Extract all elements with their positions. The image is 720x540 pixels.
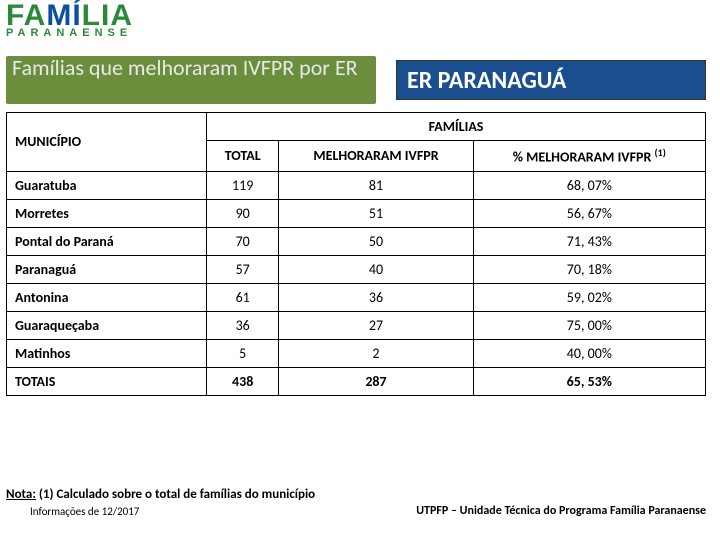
cell-mun: Guaratuba: [7, 171, 207, 199]
slide-title: Famílias que melhoraram IVFPR por ER: [6, 56, 376, 104]
cell-mel: 27: [279, 311, 473, 339]
footer-info: Informações de 12/2017: [30, 505, 139, 518]
cell-mel-total: 287: [279, 367, 473, 395]
cell-total: 90: [207, 199, 279, 227]
table-row: Pontal do Paraná705071, 43%: [7, 227, 706, 255]
cell-mun: Antonina: [7, 283, 207, 311]
th-pct: % MELHORARAM IVFPR (1): [473, 141, 705, 172]
table-row: Antonina613659, 02%: [7, 283, 706, 311]
footer-note-text: (1) Calculado sobre o total de famílias …: [36, 487, 315, 502]
cell-mel: 50: [279, 227, 473, 255]
table-row: Guaratuba1198168, 07%: [7, 171, 706, 199]
cell-total-total: 438: [207, 367, 279, 395]
cell-mel: 51: [279, 199, 473, 227]
cell-total: 5: [207, 339, 279, 367]
th-pct-text: % MELHORARAM IVFPR: [513, 149, 655, 166]
th-municipio: MUNICÍPIO: [7, 113, 207, 172]
cell-total: 70: [207, 227, 279, 255]
region-label: ER PARANAGUÁ: [396, 60, 706, 100]
cell-total: 57: [207, 255, 279, 283]
cell-pct: 56, 67%: [473, 199, 705, 227]
cell-total: 119: [207, 171, 279, 199]
table-row-totals: TOTAIS43828765, 53%: [7, 367, 706, 395]
footer-note: Nota: (1) Calculado sobre o total de fam…: [6, 487, 315, 502]
families-table: MUNICÍPIO FAMÍLIAS TOTAL MELHORARAM IVFP…: [6, 112, 706, 396]
table-row: Paranaguá574070, 18%: [7, 255, 706, 283]
th-total: TOTAL: [207, 141, 279, 172]
cell-mel: 36: [279, 283, 473, 311]
cell-pct: 68, 07%: [473, 171, 705, 199]
cell-pct: 70, 18%: [473, 255, 705, 283]
th-familias: FAMÍLIAS: [207, 113, 706, 141]
cell-mun: Guaraqueçaba: [7, 311, 207, 339]
logo: FAMÍLIA PARANAENSE: [6, 2, 206, 39]
logo-line2: PARANAENSE: [6, 27, 206, 39]
th-pct-sup: (1): [655, 146, 666, 159]
table-row: Matinhos5240, 00%: [7, 339, 706, 367]
cell-mun: Morretes: [7, 199, 207, 227]
cell-total: 36: [207, 311, 279, 339]
th-melhoraram: MELHORARAM IVFPR: [279, 141, 473, 172]
cell-pct: 71, 43%: [473, 227, 705, 255]
footer-note-label: Nota:: [6, 487, 36, 502]
table-row: Guaraqueçaba362775, 00%: [7, 311, 706, 339]
cell-mel: 40: [279, 255, 473, 283]
cell-pct: 40, 00%: [473, 339, 705, 367]
cell-mun: Pontal do Paraná: [7, 227, 207, 255]
cell-mel: 81: [279, 171, 473, 199]
table-body: Guaratuba1198168, 07%Morretes905156, 67%…: [7, 171, 706, 395]
cell-pct: 59, 02%: [473, 283, 705, 311]
cell-pct: 75, 00%: [473, 311, 705, 339]
cell-pct-total: 65, 53%: [473, 367, 705, 395]
table-row: Morretes905156, 67%: [7, 199, 706, 227]
cell-mun-total: TOTAIS: [7, 367, 207, 395]
cell-mun: Paranaguá: [7, 255, 207, 283]
cell-mel: 2: [279, 339, 473, 367]
logo-line1: FAMÍLIA: [6, 2, 206, 29]
cell-mun: Matinhos: [7, 339, 207, 367]
footer-right: UTPFP – Unidade Técnica do Programa Famí…: [416, 504, 706, 518]
cell-total: 61: [207, 283, 279, 311]
table-wrap: MUNICÍPIO FAMÍLIAS TOTAL MELHORARAM IVFP…: [6, 112, 706, 396]
